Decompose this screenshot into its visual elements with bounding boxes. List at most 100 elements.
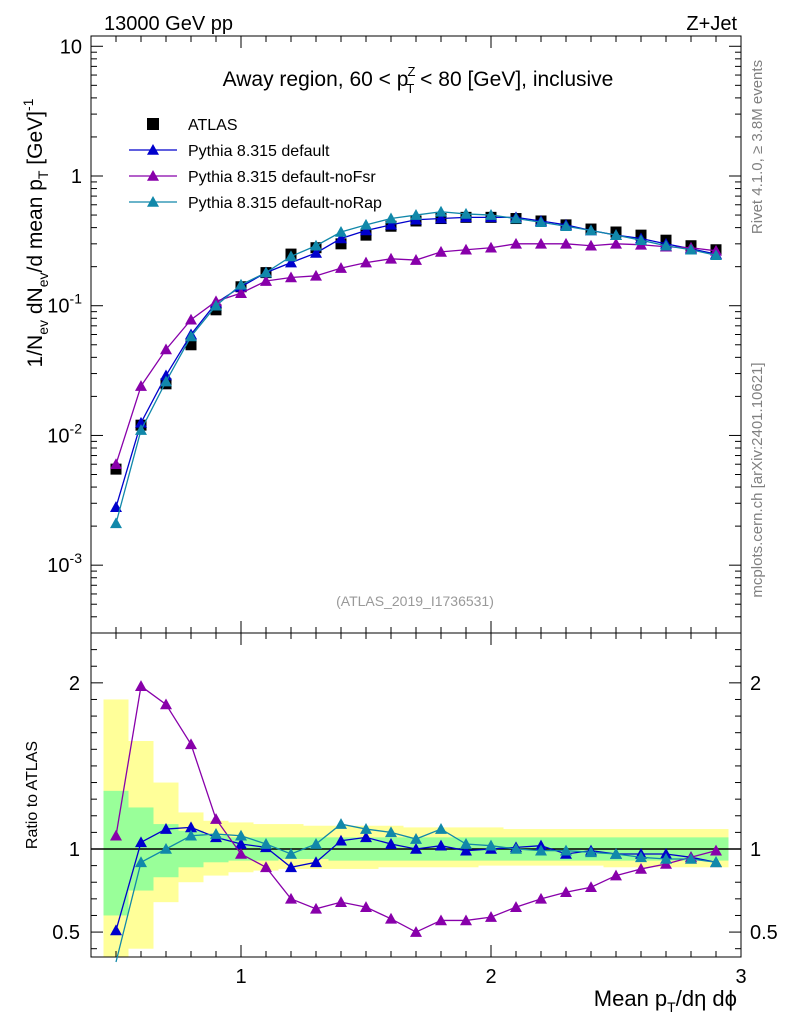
ratio-data-point xyxy=(510,901,522,912)
series-line xyxy=(115,243,717,465)
data-point xyxy=(260,266,272,278)
data-point xyxy=(135,424,147,435)
ratio-data-point xyxy=(360,901,372,912)
ratio-data-point xyxy=(160,843,172,854)
ratio-data-point xyxy=(610,869,622,881)
ratio-data-point xyxy=(310,902,322,914)
data-point xyxy=(385,212,397,224)
data-point xyxy=(335,238,347,250)
ratio-data-point xyxy=(335,818,347,829)
ratio-data-point xyxy=(585,846,597,858)
data-point xyxy=(160,343,172,355)
data-point xyxy=(360,218,372,230)
ratio-data-point xyxy=(460,914,472,926)
ratio-data-point xyxy=(435,839,447,851)
data-point xyxy=(585,224,597,236)
data-point xyxy=(185,313,197,325)
rivet-version-label: Rivet 4.1.0, ≥ 3.8M events xyxy=(749,60,766,234)
ratio-data-point xyxy=(210,813,222,824)
ratio-data-point xyxy=(460,844,472,856)
data-point xyxy=(110,501,122,512)
ratio-data-point xyxy=(560,886,572,897)
ratio-y-tick-label: 0.5 xyxy=(52,922,80,944)
ratio-data-point xyxy=(360,823,372,834)
data-point xyxy=(335,262,347,273)
data-point xyxy=(285,250,297,262)
data-point xyxy=(585,239,597,251)
data-point xyxy=(610,229,622,240)
ratio-data-point xyxy=(110,829,122,841)
ratio-y-tick-label-right: 2 xyxy=(750,673,761,695)
legend-marker xyxy=(147,144,159,155)
legend-entry: Pythia 8.315 default-noRap xyxy=(129,195,382,212)
ratio-plot-frame xyxy=(90,632,742,958)
ratio-data-point xyxy=(160,823,172,834)
ratio-data-point xyxy=(135,680,147,691)
data-point xyxy=(235,287,247,298)
ratio-y-tick-label: 1 xyxy=(69,839,80,861)
series-2 xyxy=(110,237,722,470)
legend-label: Pythia 8.315 default-noFsr xyxy=(188,169,376,186)
data-point xyxy=(485,241,497,253)
data-point xyxy=(710,249,722,261)
main-plot-area: 10-3 10-2 10-1 1 10 ATLAS Pythia 8.315 default… xyxy=(47,35,742,634)
data-point xyxy=(435,245,447,257)
legend-entry: ATLAS xyxy=(147,117,238,134)
data-point xyxy=(410,209,422,220)
data-point xyxy=(660,239,672,251)
ratio-data-point xyxy=(235,838,247,849)
ratio-data-point xyxy=(235,829,247,841)
legend-marker xyxy=(147,118,159,130)
x-axis-title: Mean pT/dη dϕ xyxy=(594,986,737,1015)
data-point xyxy=(210,299,222,311)
data-point xyxy=(635,234,647,245)
header-process-label: Z+Jet xyxy=(686,13,737,35)
data-point xyxy=(310,269,322,281)
main-y-tick-label: 10 xyxy=(60,36,82,58)
ratio-data-point xyxy=(485,839,497,851)
ratio-data-point xyxy=(360,831,372,843)
data-point xyxy=(385,252,397,264)
ratio-data-point xyxy=(385,838,397,849)
ratio-data-point xyxy=(710,856,722,868)
ratio-data-point xyxy=(285,847,297,859)
ratio-data-point xyxy=(260,861,272,873)
ratio-data-point xyxy=(410,926,422,937)
ratio-data-point xyxy=(510,843,522,854)
ratio-data-point xyxy=(685,852,697,864)
data-point xyxy=(135,380,147,391)
data-point xyxy=(360,224,372,236)
data-point xyxy=(610,237,622,249)
data-point xyxy=(260,275,272,286)
ratio-data-point xyxy=(385,912,397,924)
ratio-data-point xyxy=(135,856,147,868)
ratio-data-point xyxy=(310,838,322,849)
ratio-data-point xyxy=(710,844,722,856)
ratio-data-point xyxy=(635,862,647,874)
legend-label: Pythia 8.315 default xyxy=(188,143,330,160)
data-point xyxy=(335,232,347,244)
mcplots-label: mcplots.cern.ch [arXiv:2401.10621] xyxy=(749,362,766,597)
main-y-tick-label: 10-1 xyxy=(47,291,82,318)
ratio-series-2 xyxy=(115,818,722,963)
ratio-data-point xyxy=(185,829,197,841)
data-point xyxy=(560,220,572,232)
data-point xyxy=(110,458,122,470)
data-point xyxy=(460,243,472,255)
ratio-plot-area: 1 2 30.5 0.51 12 2 xyxy=(52,632,778,988)
ratio-data-point xyxy=(335,896,347,907)
x-tick-label: 1 xyxy=(235,966,246,988)
legend-label: Pythia 8.315 default-noRap xyxy=(188,195,382,212)
data-point xyxy=(285,271,297,283)
ratio-data-point xyxy=(185,821,197,833)
data-point xyxy=(110,463,122,475)
data-point xyxy=(110,517,122,529)
ratio-data-point xyxy=(535,892,547,904)
ratio-data-point xyxy=(135,836,147,848)
ratio-data-point xyxy=(235,847,247,859)
ratio-data-point xyxy=(560,844,572,856)
data-point xyxy=(235,278,247,290)
data-point xyxy=(560,237,572,249)
main-y-axis-title: 1/Nev dNev/d mean pT [GeV]-1 xyxy=(20,98,51,367)
